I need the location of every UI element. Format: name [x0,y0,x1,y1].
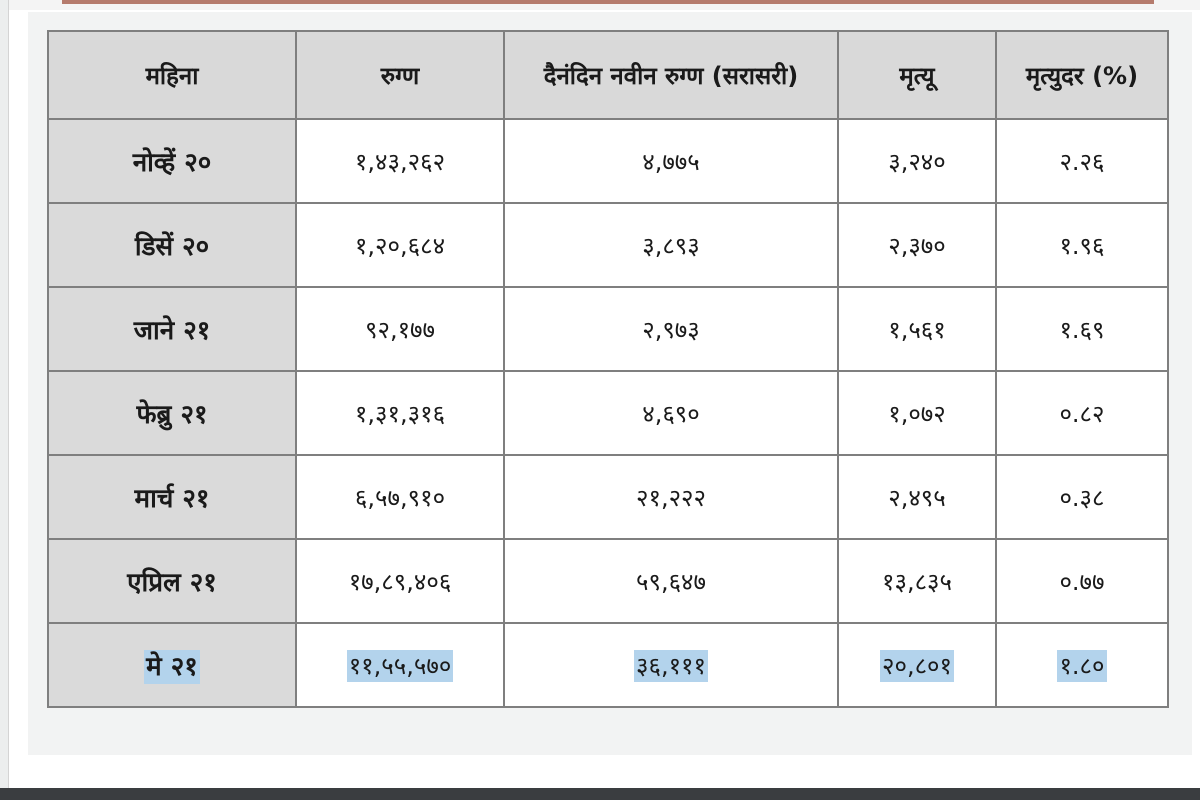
top-band [0,0,1200,10]
month-cell: एप्रिल २१ [47,538,297,624]
month-cell: डिसें २० [47,202,297,288]
death-rate-cell: १.८० [995,622,1169,708]
table-row-selected: मे २१ ११,५५,५७० ३६,१११ २०,८०१ १.८० [47,622,1169,708]
header-death-rate: मृत्युदर (%) [995,30,1169,120]
selected-text[interactable]: २०,८०१ [879,649,955,682]
daily-average-cell: २,९७३ [503,286,839,372]
covid-monthly-table: महिना रुग्ण दैनंदिन नवीन रुग्ण (सरासरी) … [47,30,1169,708]
month-cell: मे २१ [47,622,297,708]
daily-average-cell: २१,२२२ [503,454,839,540]
deaths-cell: २०,८०१ [837,622,997,708]
selected-text[interactable]: १.८० [1057,649,1107,682]
deaths-cell: २,३७० [837,202,997,288]
header-month: महिना [47,30,297,120]
top-accent-strip [62,0,1154,4]
daily-average-cell: ४,६९० [503,370,839,456]
daily-average-cell: ३,८९३ [503,202,839,288]
table-row: नोव्हें २० १,४३,२६२ ४,७७५ ३,२४० २.२६ [47,118,1169,204]
table-row: फेब्रु २१ १,३१,३१६ ४,६९० १,०७२ ०.८२ [47,370,1169,456]
header-daily-average: दैनंदिन नवीन रुग्ण (सरासरी) [503,30,839,120]
cases-cell: ६,५७,९१० [295,454,505,540]
deaths-cell: १,५६१ [837,286,997,372]
daily-average-cell: ४,७७५ [503,118,839,204]
cases-cell: १,४३,२६२ [295,118,505,204]
left-window-edge [0,0,9,790]
table-row: डिसें २० १,२०,६८४ ३,८९३ २,३७० १.९६ [47,202,1169,288]
daily-average-cell: ३६,१११ [503,622,839,708]
death-rate-cell: ०.७७ [995,538,1169,624]
deaths-cell: ३,२४० [837,118,997,204]
selected-text[interactable]: मे २१ [144,650,200,684]
table-row: जाने २१ ९२,१७७ २,९७३ १,५६१ १.६९ [47,286,1169,372]
death-rate-cell: १.९६ [995,202,1169,288]
table-header-row: महिना रुग्ण दैनंदिन नवीन रुग्ण (सरासरी) … [47,30,1169,120]
death-rate-cell: १.६९ [995,286,1169,372]
death-rate-cell: ०.३८ [995,454,1169,540]
death-rate-cell: २.२६ [995,118,1169,204]
header-deaths: मृत्यू [837,30,997,120]
selected-text[interactable]: ११,५५,५७० [346,649,454,682]
selected-text[interactable]: ३६,१११ [633,649,709,682]
death-rate-cell: ०.८२ [995,370,1169,456]
header-cases: रुग्ण [295,30,505,120]
cases-cell: १,३१,३१६ [295,370,505,456]
deaths-cell: १३,८३५ [837,538,997,624]
deaths-cell: २,४९५ [837,454,997,540]
month-cell: नोव्हें २० [47,118,297,204]
deaths-cell: १,०७२ [837,370,997,456]
month-cell: जाने २१ [47,286,297,372]
month-cell: फेब्रु २१ [47,370,297,456]
cases-cell: ११,५५,५७० [295,622,505,708]
cases-cell: ९२,१७७ [295,286,505,372]
cases-cell: १,२०,६८४ [295,202,505,288]
month-cell: मार्च २१ [47,454,297,540]
table-row: एप्रिल २१ १७,८९,४०६ ५९,६४७ १३,८३५ ०.७७ [47,538,1169,624]
table-row: मार्च २१ ६,५७,९१० २१,२२२ २,४९५ ०.३८ [47,454,1169,540]
daily-average-cell: ५९,६४७ [503,538,839,624]
bottom-taskbar-strip [0,788,1200,800]
cases-cell: १७,८९,४०६ [295,538,505,624]
